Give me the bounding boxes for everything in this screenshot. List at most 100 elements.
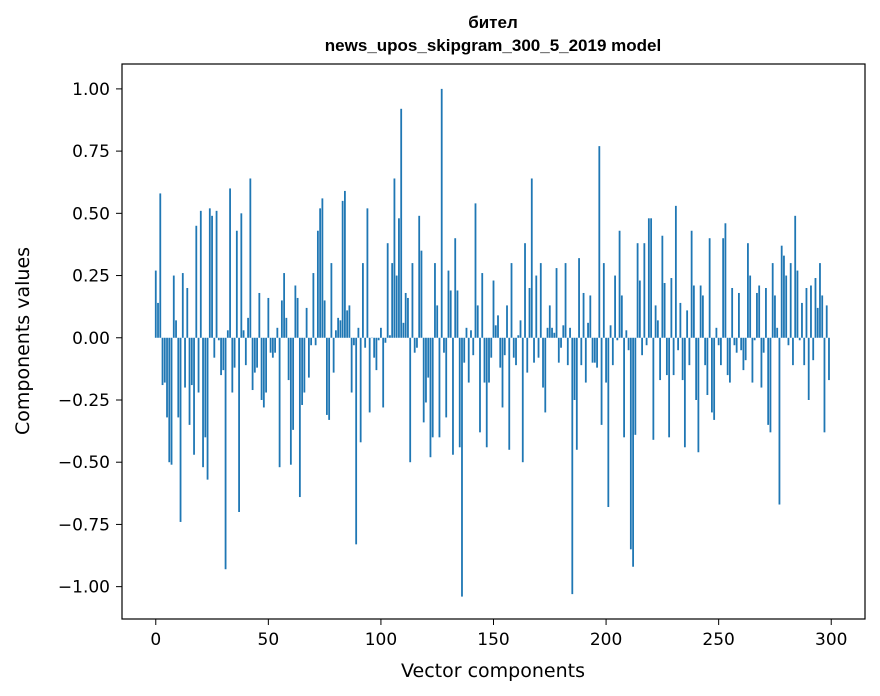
bar-101 [382, 337, 385, 408]
bar-205 [616, 337, 619, 341]
bar-212 [632, 337, 634, 567]
bar-59 [287, 337, 290, 381]
bar-199 [602, 263, 605, 338]
bar-80 [334, 330, 337, 338]
bar-127 [440, 88, 443, 338]
bar-263 [747, 243, 749, 338]
bar-68 [307, 337, 310, 378]
bar-231 [674, 205, 677, 338]
bar-275 [774, 295, 776, 338]
bar-28 [217, 337, 220, 341]
bar-182 [564, 263, 567, 338]
bar-100 [380, 327, 382, 338]
bar-74 [321, 198, 324, 338]
bar-194 [591, 337, 594, 363]
bar-253 [724, 223, 727, 338]
bar-52 [271, 337, 274, 358]
y-tick-label: −0.75 [58, 515, 110, 535]
bar-111 [404, 292, 407, 338]
bar-216 [641, 337, 643, 356]
bar-183 [566, 337, 569, 366]
bar-224 [659, 337, 662, 381]
bar-180 [560, 337, 562, 348]
bar-15 [188, 337, 191, 425]
bar-299 [828, 337, 830, 381]
bar-228 [668, 337, 671, 438]
bar-290 [807, 337, 810, 400]
bar-146 [483, 337, 486, 383]
bar-179 [557, 337, 560, 363]
bar-170 [537, 337, 540, 358]
bar-46 [258, 292, 261, 338]
y-tick-label: −1.00 [58, 578, 110, 598]
bar-47 [260, 337, 263, 400]
bar-244 [704, 337, 707, 366]
bar-77 [328, 337, 331, 420]
bar-177 [553, 332, 556, 338]
bar-92 [362, 263, 364, 338]
bar-141 [472, 337, 475, 356]
bar-86 [348, 305, 351, 338]
bar-26 [213, 337, 216, 358]
bar-91 [359, 337, 362, 443]
bar-79 [332, 337, 335, 373]
bar-236 [686, 310, 689, 338]
bar-167 [530, 178, 533, 338]
bar-143 [476, 305, 479, 338]
bar-271 [765, 287, 767, 338]
bar-29 [220, 337, 222, 376]
bar-262 [744, 337, 747, 361]
bar-138 [465, 327, 468, 338]
bar-239 [692, 285, 695, 338]
bar-293 [814, 278, 817, 338]
bar-95 [368, 337, 371, 413]
x-tick-label: 100 [365, 630, 397, 650]
bar-73 [319, 208, 322, 338]
bar-109 [400, 108, 403, 338]
bar-93 [364, 337, 367, 348]
bar-152 [497, 315, 499, 338]
bar-97 [373, 337, 376, 358]
bar-175 [548, 305, 551, 338]
bar-55 [278, 337, 281, 468]
bar-158 [510, 263, 513, 338]
bar-16 [190, 337, 193, 386]
bar-81 [337, 317, 340, 338]
bar-298 [825, 305, 828, 338]
bar-119 [422, 337, 425, 423]
bar-98 [375, 337, 378, 371]
bar-159 [512, 337, 515, 358]
bar-169 [535, 275, 538, 338]
bar-series [154, 88, 830, 597]
bar-185 [571, 337, 574, 595]
x-tick-label: 0 [150, 630, 161, 650]
bar-213 [634, 337, 637, 435]
bar-63 [296, 297, 299, 338]
bar-217 [643, 243, 646, 338]
bar-33 [229, 188, 231, 338]
bar-259 [738, 292, 740, 338]
bar-1 [157, 302, 159, 338]
bar-32 [226, 330, 229, 338]
chart-title-line2: news_upos_skipgram_300_5_2019 model [325, 36, 661, 55]
y-tick-label: 0.75 [72, 142, 110, 162]
bar-39 [242, 330, 245, 338]
bar-11 [179, 337, 182, 522]
bar-87 [350, 337, 353, 393]
bar-21 [202, 337, 204, 468]
bar-117 [418, 215, 421, 338]
bar-14 [186, 287, 189, 338]
bar-134 [456, 290, 459, 338]
bar-278 [780, 245, 783, 338]
bar-269 [760, 337, 763, 388]
bar-198 [600, 337, 603, 425]
bar-71 [314, 337, 317, 346]
bar-147 [485, 337, 488, 448]
bar-206 [618, 230, 621, 338]
bar-22 [204, 337, 207, 438]
bar-19 [197, 337, 200, 393]
x-axis-label: Vector components [401, 660, 585, 682]
bar-230 [672, 337, 675, 376]
bar-191 [584, 337, 587, 383]
bar-43 [251, 337, 254, 391]
